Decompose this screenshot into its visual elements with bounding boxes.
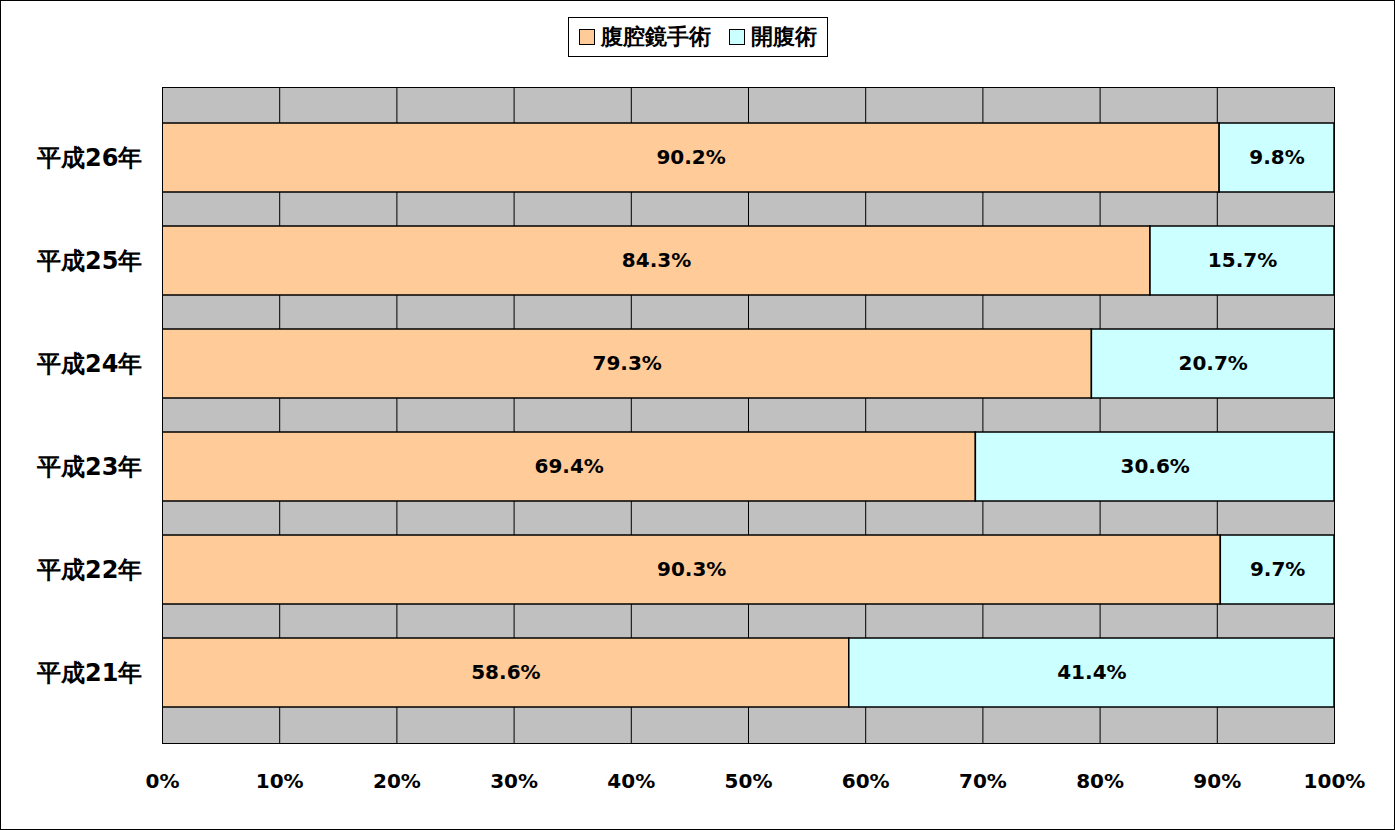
svg-text:平成25年: 平成25年 xyxy=(36,247,142,275)
svg-text:9.7%: 9.7% xyxy=(1250,557,1305,581)
svg-text:15.7%: 15.7% xyxy=(1208,248,1277,272)
html-text:開腹術: 開腹術 xyxy=(750,24,817,49)
svg-text:平成26年: 平成26年 xyxy=(36,144,142,172)
svg-text:90.3%: 90.3% xyxy=(657,557,726,581)
svg-text:79.3%: 79.3% xyxy=(593,351,662,375)
svg-text:30.6%: 30.6% xyxy=(1120,454,1189,478)
svg-text:10%: 10% xyxy=(256,769,304,793)
svg-text:20%: 20% xyxy=(373,769,421,793)
svg-text:平成24年: 平成24年 xyxy=(36,350,142,378)
html-text:腹腔鏡手術: 腹腔鏡手術 xyxy=(600,24,711,49)
svg-text:100%: 100% xyxy=(1304,769,1366,793)
svg-text:70%: 70% xyxy=(959,769,1007,793)
svg-text:60%: 60% xyxy=(842,769,890,793)
svg-text:30%: 30% xyxy=(490,769,538,793)
svg-text:58.6%: 58.6% xyxy=(471,660,540,684)
svg-text:20.7%: 20.7% xyxy=(1179,351,1248,375)
svg-text:84.3%: 84.3% xyxy=(622,248,691,272)
svg-text:80%: 80% xyxy=(1076,769,1124,793)
svg-text:41.4%: 41.4% xyxy=(1057,660,1126,684)
svg-text:69.4%: 69.4% xyxy=(534,454,603,478)
svg-text:0%: 0% xyxy=(146,769,180,793)
svg-text:40%: 40% xyxy=(607,769,655,793)
svg-text:平成23年: 平成23年 xyxy=(36,453,142,481)
svg-text:50%: 50% xyxy=(725,769,773,793)
svg-text:9.8%: 9.8% xyxy=(1249,145,1304,169)
svg-text:平成22年: 平成22年 xyxy=(36,556,142,584)
svg-text:90%: 90% xyxy=(1193,769,1241,793)
svg-text:90.2%: 90.2% xyxy=(656,145,725,169)
svg-text:平成21年: 平成21年 xyxy=(36,659,142,687)
